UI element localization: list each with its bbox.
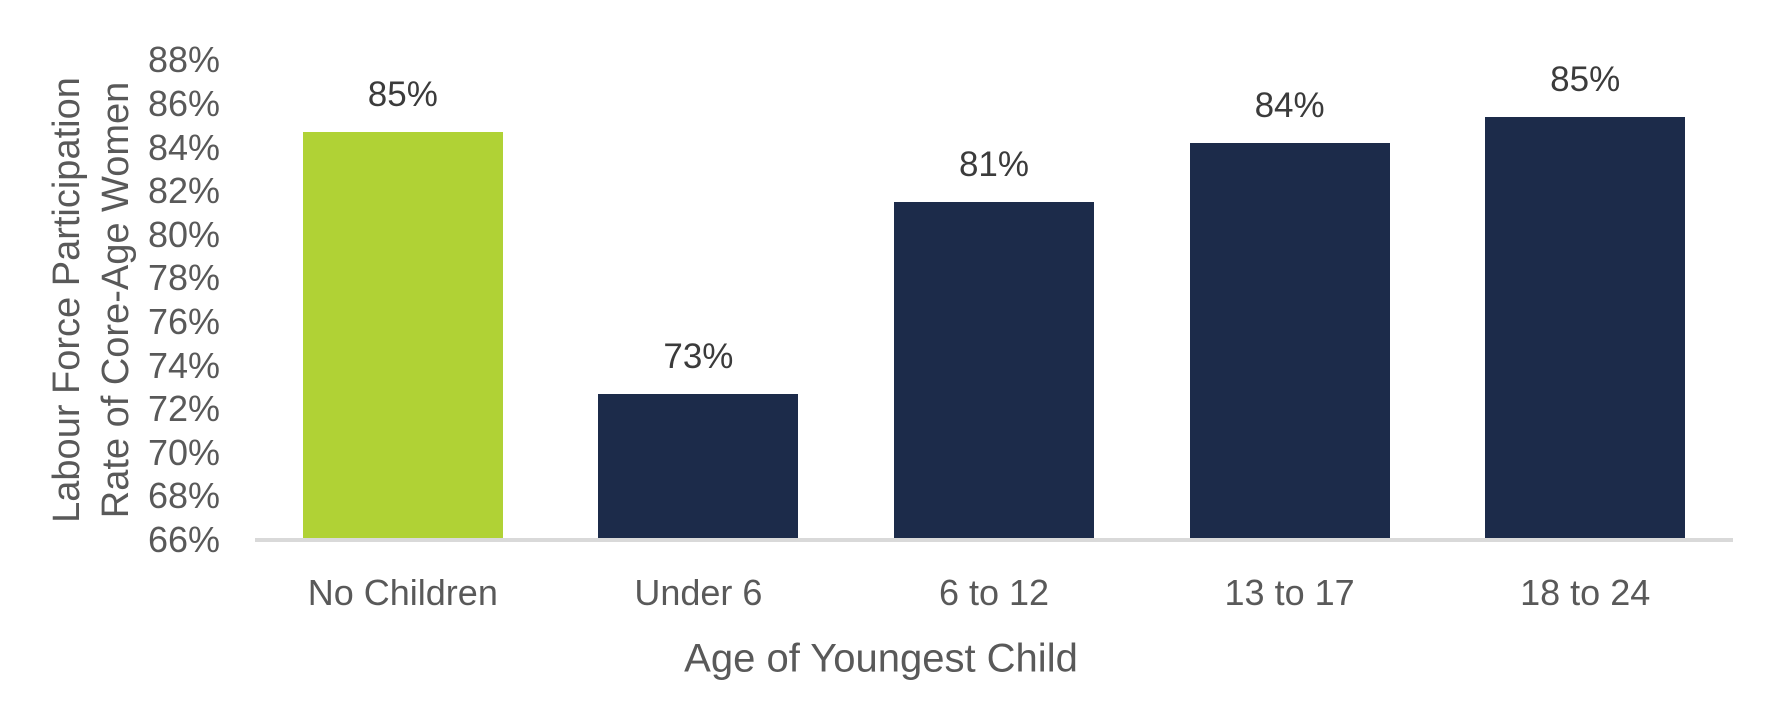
y-tick-label: 74% bbox=[147, 344, 220, 386]
bar-value-label: 81% bbox=[958, 145, 1030, 185]
bar-value-label: 85% bbox=[1550, 60, 1621, 100]
bar-13-to-17 bbox=[1189, 143, 1390, 538]
bar-no-children bbox=[302, 132, 503, 538]
x-category-label: No Children bbox=[307, 572, 498, 613]
y-tick-label: 84% bbox=[147, 126, 220, 168]
x-axis-title: Age of Youngest Child bbox=[684, 636, 1078, 681]
bar-6-to-12 bbox=[894, 202, 1094, 538]
bar-value-label: 73% bbox=[663, 336, 734, 376]
x-category-label: Under 6 bbox=[634, 572, 763, 613]
y-tick-label: 88% bbox=[147, 39, 220, 81]
x-category-label: 6 to 12 bbox=[938, 572, 1050, 613]
y-tick-label: 68% bbox=[147, 475, 220, 517]
bar-18-to-24 bbox=[1485, 117, 1686, 538]
x-category-label: 13 to 17 bbox=[1224, 572, 1355, 613]
y-tick-label: 72% bbox=[147, 388, 220, 430]
y-tick-label: 66% bbox=[147, 519, 220, 560]
bar-under-6 bbox=[598, 393, 799, 538]
y-tick-label: 80% bbox=[147, 213, 220, 255]
y-tick-label: 78% bbox=[147, 257, 220, 299]
x-axis-line bbox=[255, 538, 1733, 542]
bar-value-label: 84% bbox=[1254, 86, 1325, 126]
y-tick-label: 70% bbox=[147, 431, 220, 473]
y-tick-label: 86% bbox=[147, 83, 220, 124]
bar-value-label: 85% bbox=[367, 75, 438, 115]
y-axis-title-line1: Labour Force Participation bbox=[46, 77, 88, 523]
x-category-label: 18 to 24 bbox=[1520, 572, 1651, 613]
y-tick-label: 82% bbox=[147, 170, 220, 212]
y-tick-label: 76% bbox=[147, 301, 220, 342]
